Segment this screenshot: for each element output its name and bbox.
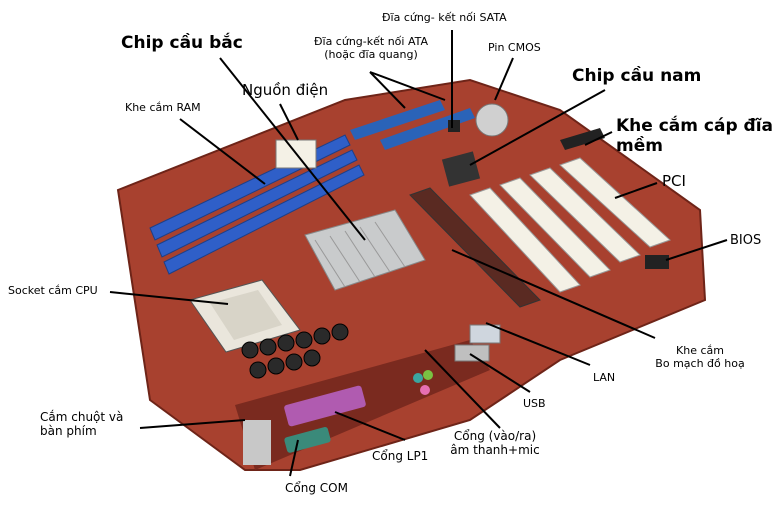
cmos-battery xyxy=(475,103,509,137)
leader-lines xyxy=(109,30,728,477)
label-north-bridge: Chip cầu bắc xyxy=(121,33,243,53)
label-pci: PCI xyxy=(662,172,686,190)
label-usb: USB xyxy=(523,397,546,410)
label-lpt: Cổng LP1 xyxy=(372,449,429,463)
label-ps2: Cắm chuột và bàn phím xyxy=(40,410,124,438)
label-ata: Đĩa cứng-kết nối ATA (hoặc đĩa quang) xyxy=(313,35,429,61)
power-connector xyxy=(275,139,317,169)
label-sata: Đĩa cứng- kết nối SATA xyxy=(382,11,507,24)
label-cpu: Socket cắm CPU xyxy=(8,284,98,297)
usb-ports xyxy=(454,344,490,362)
label-ram: Khe cắm RAM xyxy=(125,101,201,114)
cpu-socket xyxy=(189,279,301,353)
agp-slot xyxy=(409,187,541,308)
pci-slots xyxy=(469,157,671,293)
label-lan: LAN xyxy=(593,371,616,384)
lan-port xyxy=(469,324,501,344)
label-bios: BIOS xyxy=(730,233,762,248)
label-cmos: Pin CMOS xyxy=(488,41,541,54)
label-audio: Cổng (vào/ra) âm thanh+mic xyxy=(450,429,540,457)
capacitors xyxy=(241,323,349,379)
ps2-port xyxy=(243,420,271,465)
south-bridge-chip xyxy=(441,151,481,187)
label-power: Nguồn điện xyxy=(242,81,329,99)
lpt-port xyxy=(284,385,366,427)
label-south-bridge: Chip cầu nam xyxy=(572,66,702,86)
label-agp: Khe cắm Bo mạch đồ hoạ xyxy=(655,344,745,370)
label-com: Cổng COM xyxy=(285,481,348,495)
floppy-connector xyxy=(560,128,605,150)
audio-ports xyxy=(413,370,433,395)
bios-chip xyxy=(645,255,669,269)
label-floppy: Khe cắm cáp đĩa mềm xyxy=(616,116,774,156)
sata-connector xyxy=(448,120,460,132)
north-bridge-heatsink xyxy=(304,209,426,291)
